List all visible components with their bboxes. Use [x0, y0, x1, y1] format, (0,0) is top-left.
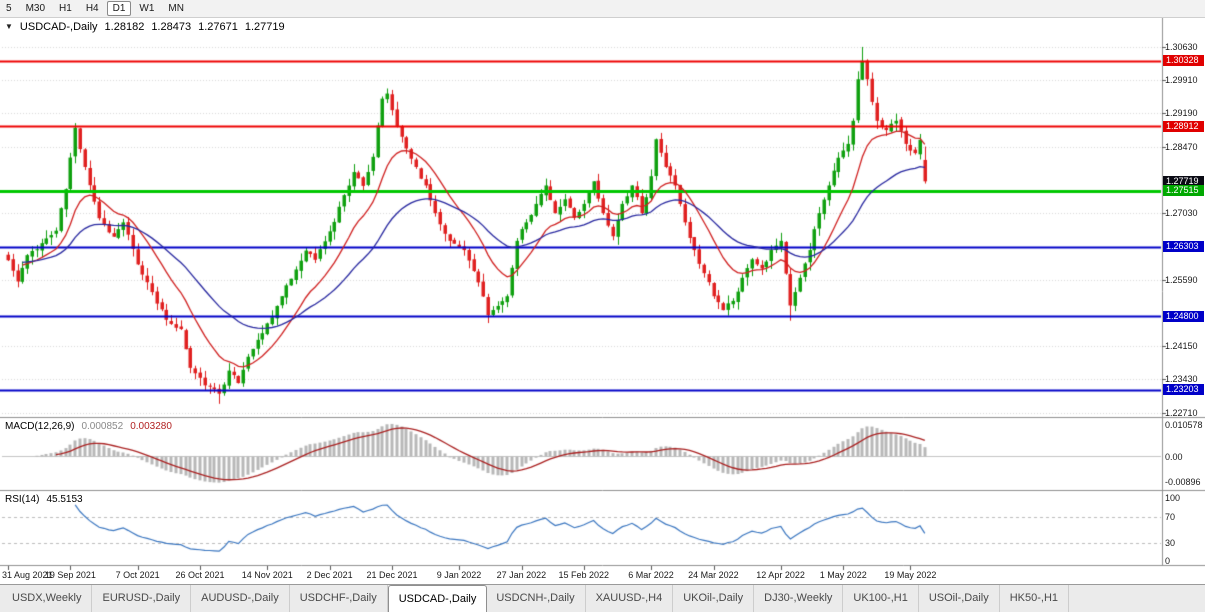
time-axis-label: 2 Dec 2021 — [306, 570, 353, 580]
macd-axis-label-top: 0.010578 — [1165, 420, 1203, 430]
macd-indicator-title: MACD(12,26,9) 0.000852 0.003280 — [5, 421, 172, 432]
macd-value: 0.000852 — [81, 421, 124, 432]
time-axis-label: 6 Mar 2022 — [628, 570, 674, 580]
ohlc-close: 1.27719 — [244, 21, 285, 33]
ohlc-low: 1.27671 — [198, 21, 238, 33]
price-axis-badge: 1.23203 — [1163, 384, 1204, 396]
price-axis-label: 1.27030 — [1165, 208, 1198, 219]
tab-uk100-h1[interactable]: UK100-,H1 — [843, 585, 919, 612]
timeframe-button-w1[interactable]: W1 — [139, 3, 155, 14]
tab-usdcad-daily[interactable]: USDCAD-,Daily — [387, 585, 488, 612]
price-axis-badge: 1.28912 — [1163, 120, 1204, 132]
time-axis-label: 15 Feb 2022 — [558, 570, 610, 580]
timeframe-button-h1[interactable]: H1 — [59, 3, 72, 14]
tab-usdchf-daily[interactable]: USDCHF-,Daily — [290, 585, 388, 612]
time-axis-label: 21 Dec 2021 — [366, 570, 418, 580]
price-axis-label: 1.23430 — [1165, 374, 1198, 385]
time-axis-label: 9 Jan 2022 — [436, 570, 482, 580]
time-axis-label: 7 Oct 2021 — [115, 570, 160, 580]
chart-symbol: USDCAD-,Daily — [19, 21, 98, 33]
price-axis-label: 1.29910 — [1165, 75, 1198, 86]
timeframe-button-5[interactable]: 5 — [6, 3, 12, 14]
macd-signal-value: 0.003280 — [130, 421, 172, 432]
macd-axis-label-zero: 0.00 — [1165, 451, 1183, 462]
rsi-axis-label: 70 — [1165, 511, 1176, 522]
rsi-indicator-title: RSI(14) 45.5153 — [5, 494, 83, 505]
tab-usdx-weekly[interactable]: USDX,Weekly — [2, 585, 93, 612]
chart-canvas[interactable] — [0, 18, 1205, 584]
timeframe-button-h4[interactable]: H4 — [85, 3, 99, 14]
tab-dj30-weekly[interactable]: DJ30-,Weekly — [754, 585, 844, 612]
tab-eurusd-daily[interactable]: EURUSD-,Daily — [92, 585, 192, 612]
macd-axis-label-bottom: -0.00896 — [1165, 477, 1201, 487]
time-axis-label: 19 Sep 2021 — [44, 570, 96, 580]
time-axis-label: 27 Jan 2022 — [496, 570, 547, 580]
timeframe-button-mn[interactable]: MN — [168, 3, 184, 14]
price-axis-label: 1.29190 — [1165, 108, 1198, 119]
tab-usoil-daily[interactable]: USOil-,Daily — [919, 585, 1000, 612]
price-axis-label: 1.22710 — [1165, 407, 1198, 418]
time-axis-label: 12 Apr 2022 — [756, 570, 805, 580]
chart-title: ▼ USDCAD-,Daily 1.28182 1.28473 1.27671 … — [5, 21, 285, 33]
chart-window: ▼ USDCAD-,Daily 1.28182 1.28473 1.27671 … — [0, 18, 1205, 584]
price-axis-label: 1.28470 — [1165, 141, 1198, 152]
macd-label: MACD(12,26,9) — [5, 421, 75, 432]
time-axis-label: 31 Aug 2021 — [2, 570, 53, 580]
price-axis-badge: 1.26303 — [1163, 241, 1204, 253]
timeframe-button-m30[interactable]: M30 — [25, 3, 46, 14]
tab-ukoil-daily[interactable]: UKOil-,Daily — [673, 585, 755, 612]
rsi-value: 45.5153 — [46, 494, 83, 505]
rsi-label: RSI(14) — [5, 494, 40, 505]
ohlc-high: 1.28473 — [151, 21, 192, 33]
rsi-axis-label: 100 — [1165, 493, 1181, 503]
time-axis-label: 24 Mar 2022 — [688, 570, 739, 580]
ohlc-open: 1.28182 — [104, 21, 145, 33]
price-axis-badge: 1.24800 — [1163, 310, 1204, 322]
tab-usdcnh-daily[interactable]: USDCNH-,Daily — [486, 585, 586, 612]
time-axis-label: 26 Oct 2021 — [175, 570, 225, 580]
chart-tabs: USDX,Weekly EURUSD-,Daily AUDUSD-,Daily USD… — [0, 584, 1205, 612]
price-axis-label: 1.24150 — [1165, 341, 1198, 352]
price-axis-badge: 1.30328 — [1163, 55, 1204, 67]
tab-audusd-daily[interactable]: AUDUSD-,Daily — [191, 585, 290, 612]
timeframe-button-d1[interactable]: D1 — [106, 1, 132, 16]
price-axis-badge: 1.27719 — [1163, 175, 1204, 187]
tab-hk50-h1[interactable]: HK50-,H1 — [1000, 585, 1070, 612]
time-axis-label: 19 May 2022 — [884, 570, 937, 580]
collapse-icon[interactable]: ▼ — [5, 22, 13, 31]
price-axis-label: 1.25590 — [1165, 274, 1198, 285]
timeframe-toolbar: 5 M30 H1 H4 D1 W1 MN — [0, 0, 1205, 18]
price-axis-label: 1.30630 — [1165, 41, 1198, 52]
time-axis-label: 14 Nov 2021 — [241, 570, 293, 580]
rsi-axis-label: 30 — [1165, 537, 1176, 548]
tab-xauusd-h4[interactable]: XAUUSD-,H4 — [586, 585, 674, 612]
rsi-axis-label: 0 — [1165, 556, 1171, 566]
price-axis-badge: 1.27515 — [1163, 185, 1204, 197]
time-axis-label: 1 May 2022 — [819, 570, 867, 580]
